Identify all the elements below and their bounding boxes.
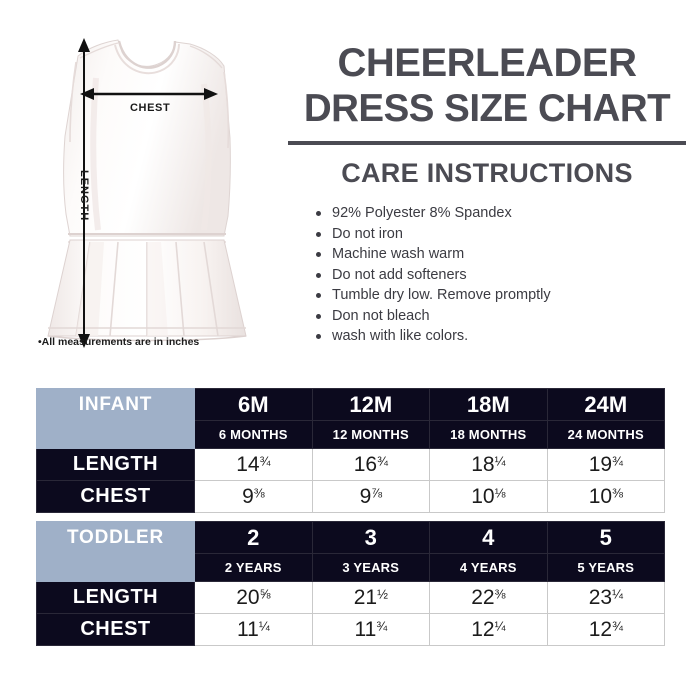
cheerleader-dress-graphic [47,38,247,348]
size-header: 2 [194,521,313,554]
value-cell: 23¼ [546,581,665,614]
table-row-group-header: INFANT 6M 12M 18M 24M [36,388,665,421]
chest-measure-label: CHEST [130,102,171,114]
blank-cell [36,553,195,582]
value-cell: 16¾ [311,448,430,481]
row-label-length: LENGTH [36,581,195,614]
list-item: Machine wash warm [316,244,686,265]
value-cell: 11¼ [194,613,313,646]
table-row-age-header: 2 YEARS 3 YEARS 4 YEARS 5 YEARS [36,553,665,582]
age-header: 24 MONTHS [546,420,665,449]
value-cell: 20⅝ [194,581,313,614]
table-row: LENGTH 14¾ 16¾ 18¼ 19¾ [36,448,665,481]
value-cell: 19¾ [546,448,665,481]
value-cell: 22⅜ [429,581,548,614]
dress-illustration: CHEST LENGTH [18,18,280,373]
size-header: 12M [311,388,430,421]
list-item: 92% Polyester 8% Spandex [316,203,686,224]
title-and-care-panel: CHEERLEADER DRESS SIZE CHART CARE INSTRU… [288,40,686,347]
value-cell: 18¼ [429,448,548,481]
care-instructions-heading: CARE INSTRUCTIONS [341,158,633,188]
size-header: 18M [429,388,548,421]
size-tables: INFANT 6M 12M 18M 24M 6 MONTHS 12 MONTHS… [36,388,665,646]
size-header: 4 [429,521,548,554]
value-cell: 21½ [311,581,430,614]
age-header: 4 YEARS [429,553,548,582]
length-measure-arrow [78,38,90,348]
row-label-chest: CHEST [36,613,195,646]
group-label-toddler: TODDLER [36,521,195,554]
value-cell: 9⅞ [311,480,430,513]
row-label-length: LENGTH [36,448,195,481]
toddler-size-table: TODDLER 2 3 4 5 2 YEARS 3 YEARS 4 YEARS … [36,521,665,646]
size-header: 6M [194,388,313,421]
value-cell: 12¾ [546,613,665,646]
age-header: 2 YEARS [194,553,313,582]
group-label-infant: INFANT [36,388,195,421]
value-cell: 10⅛ [429,480,548,513]
row-label-chest: CHEST [36,480,195,513]
list-item: Don not bleach [316,306,686,327]
page-title-line-2: DRESS SIZE CHART [303,87,671,130]
header-section: CHEST LENGTH •All measurements are in in… [18,18,686,373]
size-header: 5 [546,521,665,554]
age-header: 18 MONTHS [429,420,548,449]
table-row: LENGTH 20⅝ 21½ 22⅜ 23¼ [36,581,665,614]
table-row: CHEST 11¼ 11¾ 12¼ 12¾ [36,613,665,646]
value-cell: 11¾ [311,613,430,646]
chest-measure-arrow [80,88,218,100]
title-divider [288,141,686,145]
value-cell: 9⅜ [194,480,313,513]
length-measure-label: LENGTH [78,170,90,222]
age-header: 6 MONTHS [194,420,313,449]
value-cell: 10⅜ [546,480,665,513]
table-row: CHEST 9⅜ 9⅞ 10⅛ 10⅜ [36,480,665,513]
age-header: 5 YEARS [546,553,665,582]
age-header: 3 YEARS [311,553,430,582]
age-header: 12 MONTHS [311,420,430,449]
list-item: wash with like colors. [316,326,686,347]
list-item: Tumble dry low. Remove promptly [316,285,686,306]
infant-size-table: INFANT 6M 12M 18M 24M 6 MONTHS 12 MONTHS… [36,388,665,513]
page-title-line-1: CHEERLEADER [337,41,637,85]
value-cell: 14¾ [194,448,313,481]
measurements-footnote: •All measurements are in inches [38,336,200,348]
value-cell: 12¼ [429,613,548,646]
size-header: 3 [311,521,430,554]
blank-cell [36,420,195,449]
care-instructions-list: 92% Polyester 8% Spandex Do not iron Mac… [288,203,686,347]
size-header: 24M [546,388,665,421]
list-item: Do not add softeners [316,265,686,286]
list-item: Do not iron [316,224,686,245]
table-row-group-header: TODDLER 2 3 4 5 [36,521,665,554]
table-row-age-header: 6 MONTHS 12 MONTHS 18 MONTHS 24 MONTHS [36,420,665,449]
